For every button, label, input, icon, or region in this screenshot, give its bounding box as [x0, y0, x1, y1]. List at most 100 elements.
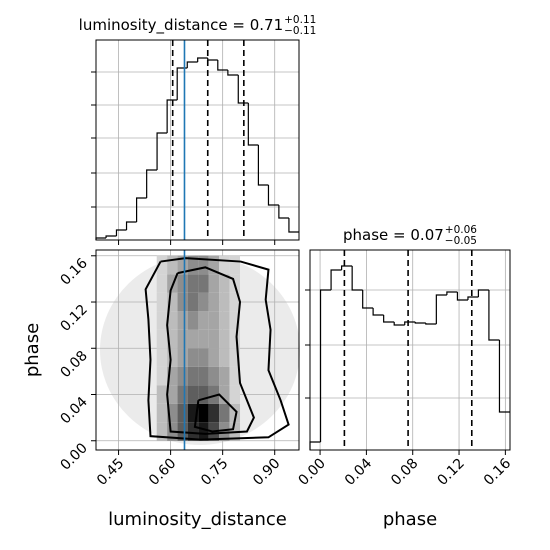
- density-cell: [177, 292, 188, 312]
- density-cell: [177, 366, 188, 386]
- hist-step: [404, 321, 416, 325]
- hist-step: [115, 229, 127, 236]
- title-upper: +0.11: [284, 14, 316, 26]
- density-cell: [229, 292, 241, 312]
- hist-step: [136, 197, 147, 222]
- title-lower: −0.05: [445, 235, 477, 247]
- density-cell: [229, 255, 241, 275]
- density-cell: [208, 274, 220, 293]
- axes-frame: [309, 249, 511, 451]
- density-cell: [208, 348, 220, 367]
- density-cell: [156, 329, 168, 349]
- density-cell: [187, 348, 199, 367]
- density-cell: [156, 274, 168, 293]
- density-cell: [187, 292, 199, 312]
- density-cell: [156, 403, 168, 423]
- density-cell: [219, 366, 230, 386]
- density-cell: [177, 255, 188, 275]
- density-cell: [198, 385, 209, 404]
- density-cell: [167, 348, 178, 367]
- density-cell: [177, 348, 188, 367]
- density-cell: [187, 422, 199, 441]
- hist-step: [467, 296, 479, 300]
- density-cell: [208, 311, 220, 330]
- title-upper: +0.06: [445, 224, 477, 236]
- hist-step: [237, 75, 249, 104]
- density-cell: [187, 403, 199, 423]
- hist-step: [341, 265, 353, 270]
- density-cell: [167, 329, 178, 349]
- contour: [193, 393, 238, 433]
- hist-step: [351, 266, 363, 291]
- hist-step: [477, 289, 489, 297]
- axes-frame: [95, 249, 300, 451]
- hist-step: [456, 292, 468, 301]
- density-cell: [208, 366, 220, 386]
- density-cell: [229, 366, 241, 386]
- density-cell: [219, 403, 230, 423]
- density-cell: [156, 348, 168, 367]
- density-cell: [187, 311, 199, 330]
- contour: [166, 266, 255, 435]
- density-cell: [156, 422, 168, 441]
- density-cell: [156, 255, 168, 275]
- density-cell: [187, 255, 199, 275]
- x-axis-label: phase: [383, 509, 437, 530]
- density-cell: [208, 292, 220, 312]
- hist-step: [146, 169, 158, 198]
- density-cell: [198, 366, 209, 386]
- density-cell: [177, 403, 188, 423]
- density-cell: [187, 366, 199, 386]
- density-cell: [208, 255, 220, 275]
- density-cell: [156, 292, 168, 312]
- hist-step: [319, 289, 332, 442]
- density-cell: [167, 403, 178, 423]
- hist-step: [166, 99, 178, 133]
- hist-step: [105, 235, 117, 238]
- hist-step: [278, 205, 289, 219]
- density-cell: [198, 422, 209, 441]
- density-cell: [219, 255, 230, 275]
- hist-step: [488, 290, 500, 341]
- hist-step: [227, 70, 239, 76]
- density-cell: [198, 311, 209, 330]
- density-cell: [167, 311, 178, 330]
- hist-step: [446, 291, 458, 295]
- density-cell: [219, 385, 230, 404]
- density-cell: [219, 292, 230, 312]
- hist-step: [435, 294, 447, 324]
- density-cell: [156, 311, 168, 330]
- density-cell: [219, 311, 230, 330]
- density-cell: [167, 292, 178, 312]
- density-cell: [208, 329, 220, 349]
- density-cell: [177, 329, 188, 349]
- density-cell: [219, 329, 230, 349]
- hist-step: [267, 185, 279, 206]
- density-cell: [208, 385, 220, 404]
- hist-step: [186, 61, 198, 68]
- hist-step: [125, 221, 137, 230]
- density-cell: [198, 255, 209, 275]
- density-cell: [198, 274, 209, 293]
- y-axis-label: phase: [22, 323, 43, 377]
- axes-frame: [95, 39, 300, 241]
- title-lower: −0.11: [284, 25, 316, 37]
- hist-step: [393, 322, 405, 326]
- density-cell: [177, 311, 188, 330]
- hist-step: [414, 322, 426, 324]
- hist-step: [247, 103, 259, 146]
- density-cell: [177, 274, 188, 293]
- density-cell: [208, 403, 220, 423]
- density-cell: [187, 274, 199, 293]
- density-cell: [187, 329, 199, 349]
- contour: [144, 257, 290, 441]
- x-axis-label: luminosity_distance: [108, 509, 287, 530]
- density-cell: [198, 403, 209, 423]
- density-cell: [198, 292, 209, 312]
- density-cell: [167, 366, 178, 386]
- hist-step: [425, 323, 437, 325]
- density-cell: [229, 385, 241, 404]
- density-cell: [167, 255, 178, 275]
- hist-step: [197, 57, 208, 62]
